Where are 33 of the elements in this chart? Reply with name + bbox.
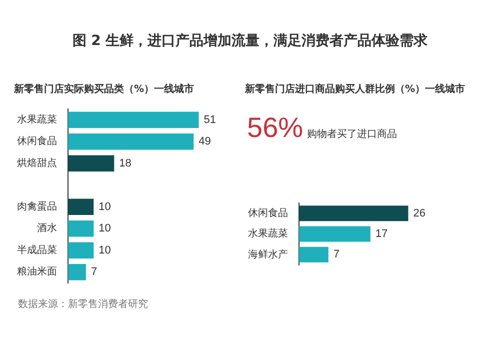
y-tick-label: 肉禽蛋品 — [17, 200, 57, 212]
text: 图 2 生鲜，进口产品增加流量，满足消费者产品体验需求 — [71, 32, 429, 50]
y-tick-label: 休闲食品 — [17, 135, 57, 148]
y-tick-label: 水果蔬菜 — [17, 113, 57, 126]
data-label: 10 — [98, 244, 111, 256]
data-label: 10 — [98, 222, 111, 235]
chart-title: 新零售门店进口商品购买人群比例（%）一线城市 — [245, 82, 466, 96]
data-label: 49 — [198, 136, 211, 148]
y-tick-label: 粮油米面 — [17, 266, 57, 278]
bar — [68, 220, 94, 237]
text: 56% — [247, 112, 304, 143]
source-note: 数据来源：新零售消费者研究 — [18, 298, 148, 311]
bar — [68, 242, 94, 259]
bar — [68, 155, 114, 172]
data-label: 26 — [413, 207, 426, 220]
chart-title: 新零售门店实际购买品类（%）一线城市 — [14, 82, 194, 96]
y-tick-label: 半成品菜 — [17, 244, 57, 256]
bar — [68, 264, 86, 280]
y-tick-label: 水果蔬菜 — [248, 228, 288, 240]
data-label: 10 — [98, 200, 111, 213]
y-tick-label: 酒水 — [37, 222, 57, 234]
text: 购物者买了进口商品 — [307, 129, 398, 140]
y-tick-label: 海鲜水产 — [248, 248, 288, 260]
bar — [68, 133, 194, 150]
y-tick-label: 休闲食品 — [248, 206, 288, 219]
data-label: 17 — [375, 228, 388, 240]
data-label: 18 — [119, 157, 132, 170]
bar — [68, 198, 94, 216]
data-label: 51 — [204, 114, 216, 126]
y-tick-label: 烘焙甜点 — [17, 156, 57, 169]
data-label: 7 — [333, 248, 340, 261]
bar — [68, 112, 199, 128]
data-label: 7 — [90, 266, 98, 278]
